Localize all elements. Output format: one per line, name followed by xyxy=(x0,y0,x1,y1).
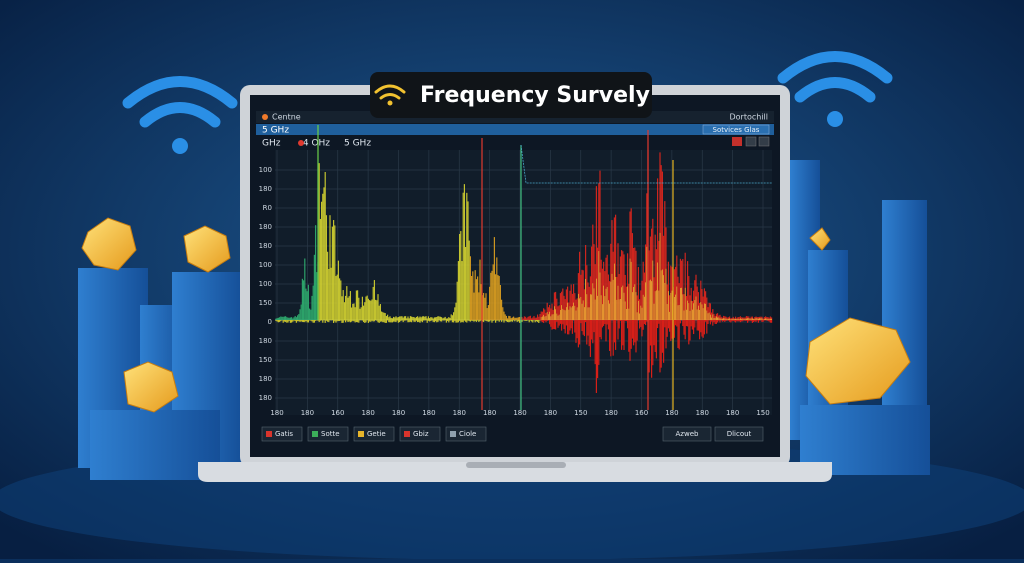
x-label: 180 xyxy=(544,409,557,417)
filter[interactable]: 5 GHz xyxy=(344,139,371,149)
x-label: 180 xyxy=(422,409,435,417)
win-btn[interactable] xyxy=(732,137,742,146)
title: Frequency Survely xyxy=(420,83,650,108)
x-label: 180 xyxy=(665,409,678,417)
status-text: Centne xyxy=(272,113,301,122)
y-label: 100 xyxy=(259,280,272,288)
x-label: 180 xyxy=(726,409,739,417)
band-right-box[interactable] xyxy=(702,124,770,135)
y-label: 100 xyxy=(259,261,272,269)
band-bar xyxy=(256,124,774,135)
button[interactable] xyxy=(353,426,395,442)
action-label[interactable]: Dlicout xyxy=(727,430,752,438)
button-icon[interactable] xyxy=(404,431,410,437)
x-label: 180 xyxy=(604,409,617,417)
trackpad-notch xyxy=(466,462,566,468)
status-dot xyxy=(262,114,268,120)
y-label: 180 xyxy=(259,223,272,231)
gems xyxy=(81,217,911,413)
band-right[interactable]: Sotvices Glas xyxy=(713,126,760,134)
button-label[interactable]: Ciole xyxy=(459,430,476,438)
x-label: 160 xyxy=(635,409,648,417)
y-label: 180 xyxy=(259,337,272,345)
button[interactable] xyxy=(399,426,441,442)
button[interactable] xyxy=(307,426,349,442)
plot-area xyxy=(275,150,772,415)
win-btn[interactable] xyxy=(758,136,770,147)
y-label: 150 xyxy=(259,299,272,307)
action-button[interactable] xyxy=(714,426,764,442)
x-label: 180 xyxy=(513,409,526,417)
button-icon[interactable] xyxy=(450,431,456,437)
y-label: 100 xyxy=(259,166,272,174)
x-label: 180 xyxy=(483,409,496,417)
trace xyxy=(520,144,772,184)
title-pill xyxy=(370,72,652,118)
y-label: 180 xyxy=(259,242,272,250)
button-icon[interactable] xyxy=(312,431,318,437)
x-label: 180 xyxy=(270,409,283,417)
button[interactable] xyxy=(261,426,303,442)
wifi-left xyxy=(122,76,238,154)
filter[interactable]: GHz xyxy=(262,139,281,149)
chart: GHz .4 OHz 5 GHz 100 180 R0 180 180 100 100 150 0 18… xyxy=(259,125,773,442)
x-label: 180 xyxy=(392,409,405,417)
y-label: 180 xyxy=(259,185,272,193)
x-label: 150 xyxy=(756,409,769,417)
band-text: 5 GHz xyxy=(262,126,289,136)
button-icon[interactable] xyxy=(266,431,272,437)
y-label: R0 xyxy=(263,204,272,212)
title-icon xyxy=(374,84,406,106)
y-label: 150 xyxy=(259,356,272,364)
action-button[interactable] xyxy=(662,426,712,442)
x-label: 180 xyxy=(453,409,466,417)
y-label: 180 xyxy=(259,375,272,383)
action-label[interactable]: Azweb xyxy=(676,430,699,438)
button-label[interactable]: Gatis xyxy=(275,430,293,438)
filter-dot xyxy=(298,140,304,146)
y-label: 180 xyxy=(259,394,272,402)
laptop-base xyxy=(198,462,832,482)
x-label: 180 xyxy=(301,409,314,417)
button[interactable] xyxy=(445,426,487,442)
button-label[interactable]: Gbiz xyxy=(413,430,429,438)
x-label: 160 xyxy=(331,409,344,417)
button-label[interactable]: Sotte xyxy=(321,430,340,438)
button-label[interactable]: Getie xyxy=(367,430,386,438)
x-label: 180 xyxy=(696,409,709,417)
y-label: 0 xyxy=(268,318,272,326)
wifi-right xyxy=(777,51,893,127)
win-btn[interactable] xyxy=(745,136,757,147)
filter[interactable]: .4 OHz xyxy=(300,139,330,149)
x-label: 180 xyxy=(361,409,374,417)
x-label: 150 xyxy=(574,409,587,417)
status-right: Dortochill xyxy=(729,113,768,122)
button-icon[interactable] xyxy=(358,431,364,437)
